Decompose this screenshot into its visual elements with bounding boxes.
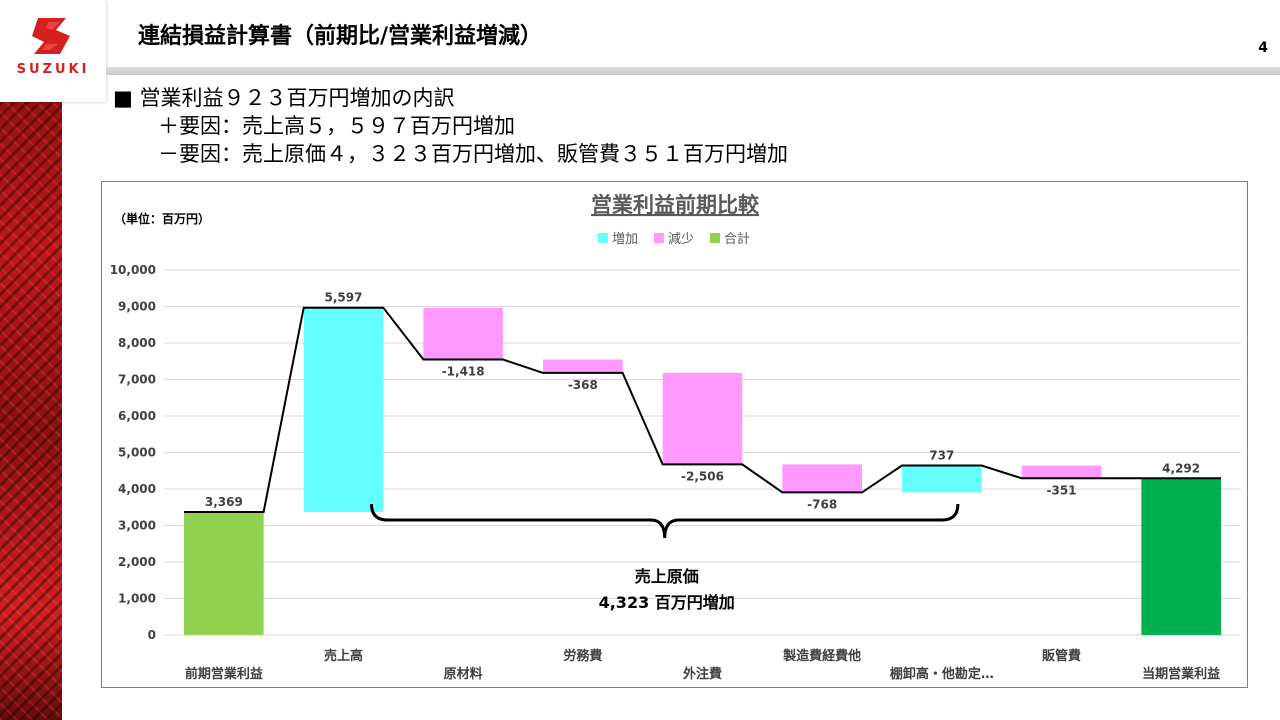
value-label-0: 3,369 — [205, 495, 243, 509]
suzuki-logo: SUZUKI — [0, 0, 106, 102]
suzuki-s-icon — [32, 18, 70, 54]
category-label-7: 販管費 — [1042, 648, 1081, 664]
bar-4 — [662, 372, 743, 465]
cost-of-sales-brace — [370, 503, 960, 539]
bar-3 — [543, 359, 623, 373]
legend-label-1: 減少 — [668, 231, 694, 247]
value-label-5: -768 — [807, 497, 837, 511]
y-tick-label-2: 2,000 — [118, 555, 156, 569]
value-label-3: -368 — [568, 378, 598, 392]
category-label-3: 労務費 — [563, 648, 602, 664]
legend-swatch-0 — [598, 233, 608, 243]
value-label-2: -1,418 — [442, 364, 485, 378]
category-label-8: 当期営業利益 — [1142, 666, 1220, 682]
annotation-line-2: 4,323 百万円増加 — [599, 593, 735, 612]
category-label-1: 売上高 — [324, 648, 363, 664]
title-underline-bar — [106, 67, 1280, 75]
summary-line-1: ■ 営業利益９２３百万円増加の内訳 — [113, 86, 455, 110]
y-tick-label-4: 4,000 — [118, 482, 156, 496]
page-number: 4 — [1258, 40, 1268, 56]
value-label-7: -351 — [1046, 483, 1076, 497]
legend-swatch-1 — [654, 233, 664, 243]
value-label-8: 4,292 — [1162, 461, 1200, 475]
side-decoration-strip — [0, 0, 62, 720]
value-label-6: 737 — [929, 449, 954, 463]
unit-label: （単位：百万円） — [114, 211, 210, 226]
chart-title: 営業利益前期比較 — [591, 193, 760, 217]
y-tick-label-7: 7,000 — [118, 373, 156, 387]
y-tick-label-5: 5,000 — [118, 446, 156, 460]
y-tick-label-10: 10,000 — [110, 263, 156, 277]
bar-7 — [1021, 465, 1102, 479]
summary-text: ■ 営業利益９２３百万円増加の内訳 ＋要因：売上高５，５９７百万円増加 －要因：… — [113, 84, 788, 168]
waterfall-chart: 営業利益前期比較 （単位：百万円） 増加 減少 合計 0 1,000 2,000 3,000 4,… — [110, 193, 1241, 682]
annotation-line-1: 売上原価 — [635, 567, 699, 586]
bar-5 — [782, 464, 862, 493]
y-tick-label-1: 1,000 — [118, 592, 156, 606]
value-label-4: -2,506 — [681, 469, 724, 483]
legend-label-0: 増加 — [612, 232, 638, 247]
summary-line-2: ＋要因：売上高５，５９７百万円増加 — [158, 114, 515, 138]
y-tick-label-0: 0 — [148, 628, 156, 642]
category-label-6: 棚卸高・他勘定… — [890, 666, 994, 682]
bar-1 — [303, 307, 384, 513]
category-label-4: 外注費 — [682, 666, 722, 682]
chart-frame: 営業利益前期比較 （単位：百万円） 増加 減少 合計 0 1,000 2,000 3,000 4,… — [101, 181, 1248, 688]
connector-line — [184, 306, 1221, 513]
y-tick-label-3: 3,000 — [118, 519, 156, 533]
category-label-2: 原材料 — [444, 666, 483, 682]
page-title: 連結損益計算書（前期比/営業利益増減） — [138, 24, 543, 49]
legend-swatch-2 — [710, 233, 720, 243]
bar-2 — [423, 307, 503, 360]
y-tick-label-9: 9,000 — [118, 300, 156, 314]
bar-8 — [1141, 478, 1221, 635]
category-label-5: 製造費経費他 — [782, 648, 861, 664]
logo-wordmark: SUZUKI — [16, 62, 90, 77]
summary-line-3: －要因：売上原価４，３２３百万円増加、販管費３５１百万円増加 — [158, 142, 788, 166]
bar-6 — [902, 465, 982, 493]
value-label-1: 5,597 — [325, 291, 363, 305]
legend-label-2: 合計 — [724, 231, 750, 247]
y-tick-label-6: 6,000 — [118, 409, 156, 423]
bar-0 — [184, 512, 264, 635]
y-tick-label-8: 8,000 — [118, 336, 156, 350]
category-label-0: 前期営業利益 — [185, 666, 263, 682]
